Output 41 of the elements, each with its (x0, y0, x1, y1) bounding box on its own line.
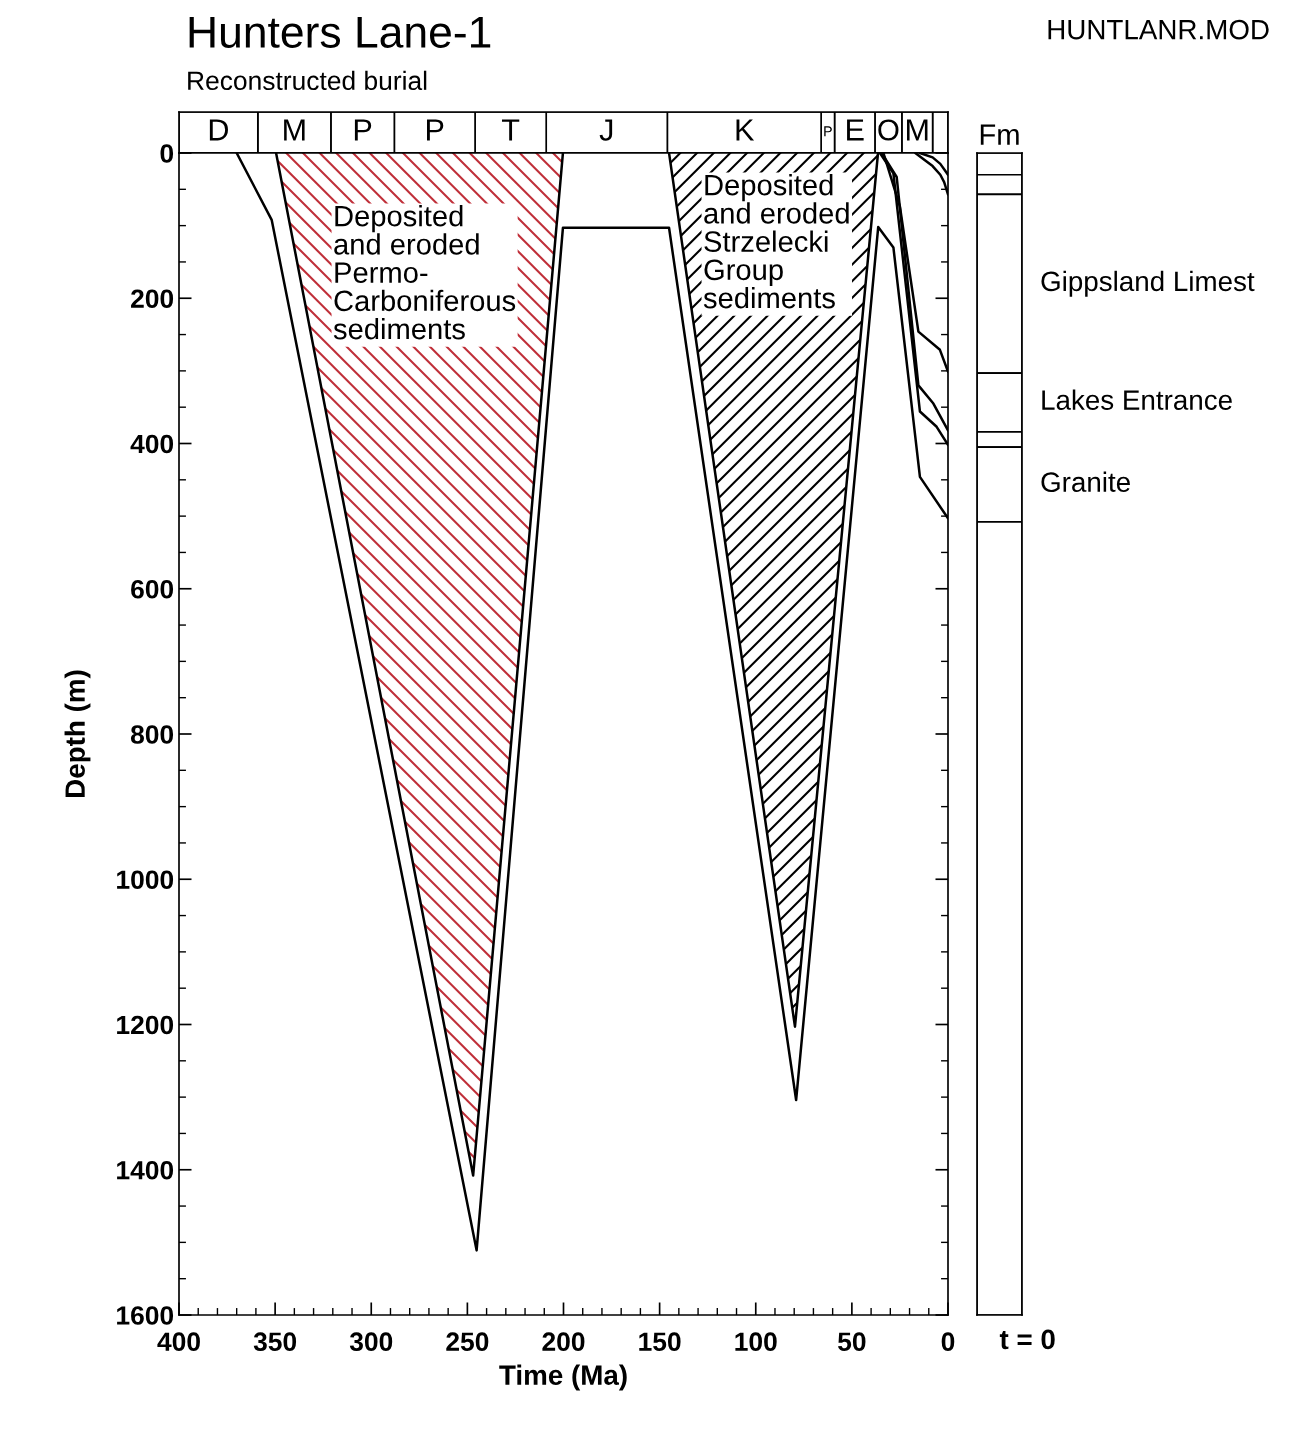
chart-subtitle: Reconstructed burial (188, 70, 427, 91)
x-tick-label: 400 (157, 1332, 200, 1352)
y-tick-label: 800 (130, 725, 174, 744)
x-axis-title: Time (Ma) (499, 1364, 627, 1391)
x-tick-label: 350 (253, 1332, 297, 1352)
x-tick-label: t = 0 (999, 1329, 1055, 1350)
y-tick-label: 1200 (117, 1015, 174, 1035)
series-label: E (847, 119, 864, 141)
y-axis-title: Depth (m) (64, 670, 91, 797)
series-label: J (599, 119, 613, 141)
series-label: T (501, 119, 520, 141)
x-tick-label: 150 (639, 1332, 681, 1352)
chart-title: Hunters Lane-1 (189, 16, 491, 48)
annotation: Deposited and eroded Strzelecki Group sediments (703, 174, 849, 309)
y-tick-label: 400 (130, 434, 174, 454)
series-label: M (284, 119, 305, 141)
series-label: P (354, 119, 372, 141)
x-tick-label: 250 (446, 1332, 489, 1352)
y-tick-label: 1000 (117, 870, 174, 890)
y-tick-label: 1600 (117, 1306, 174, 1325)
text: HUNTLANR.MOD (1048, 19, 1269, 40)
x-tick-label: 200 (542, 1332, 585, 1352)
y-tick-label: 1400 (117, 1160, 174, 1180)
x-tick-label: 0 (941, 1332, 955, 1352)
series-label: P (427, 119, 444, 141)
series-label: Gippsland Limest (1041, 270, 1255, 297)
y-tick-label: 0 (160, 144, 174, 163)
x-tick-label: 300 (349, 1332, 393, 1352)
y-tick-label: 600 (131, 579, 174, 599)
series-label: Granite (1041, 471, 1130, 492)
y-tick-label: 200 (131, 289, 174, 309)
x-tick-label: 50 (838, 1332, 866, 1352)
series-label: Lakes Entrance (1042, 389, 1232, 410)
series-label: K (736, 119, 755, 141)
series-label: O (878, 119, 899, 141)
series-label: P (824, 126, 832, 137)
annotation: Deposited and eroded Permo- Carboniferous sediments (333, 205, 516, 340)
x-tick-label: 100 (735, 1332, 777, 1352)
series-label: D (209, 119, 228, 141)
series-label: M (907, 119, 928, 141)
chart-title: Fm (980, 124, 1019, 145)
